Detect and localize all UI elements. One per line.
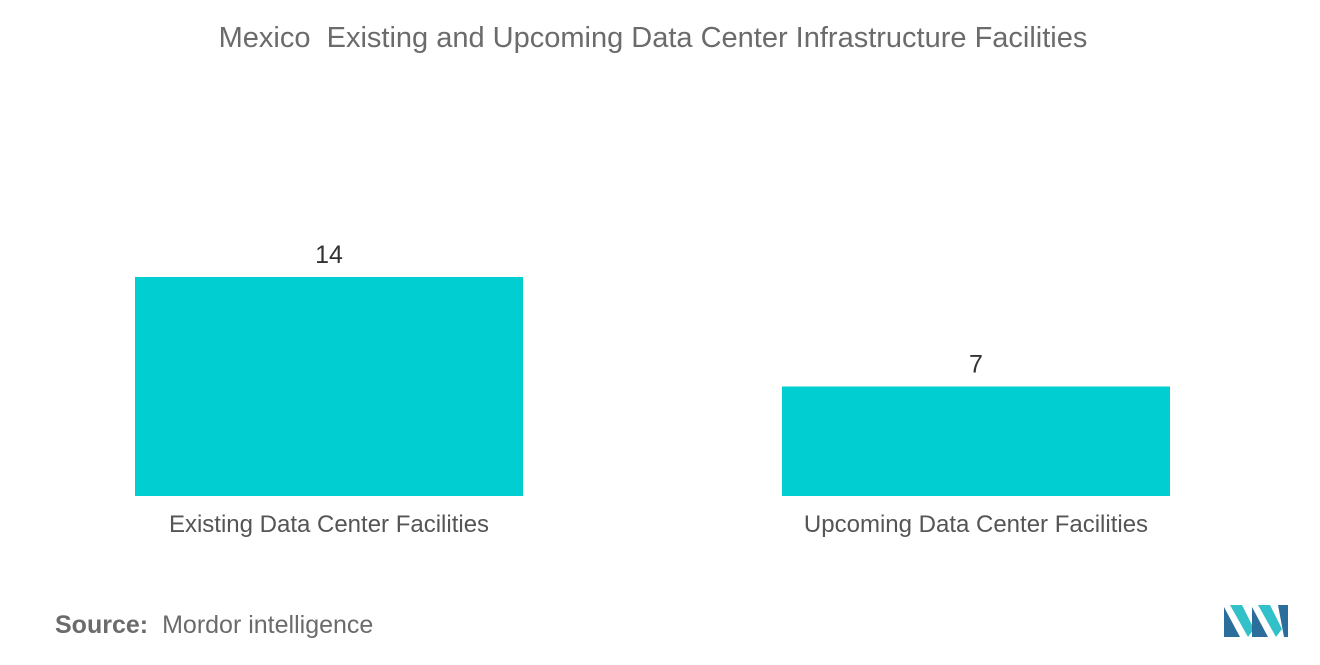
source-note: Source: Mordor intelligence <box>55 611 373 640</box>
chart-title: Mexico Existing and Upcoming Data Center… <box>218 22 1088 54</box>
bar-2 <box>782 386 1170 496</box>
data-label-1: 14 <box>315 241 343 269</box>
data-label-2: 7 <box>969 351 983 379</box>
source-text: Mordor intelligence <box>162 611 374 639</box>
category-label-1: Existing Data Center Facilities <box>169 511 489 538</box>
category-label-2: Upcoming Data Center Facilities <box>804 511 1148 538</box>
bar-1 <box>135 277 523 496</box>
mordor-intelligence-logo-icon <box>1224 605 1288 637</box>
source-label: Source: <box>55 611 149 639</box>
